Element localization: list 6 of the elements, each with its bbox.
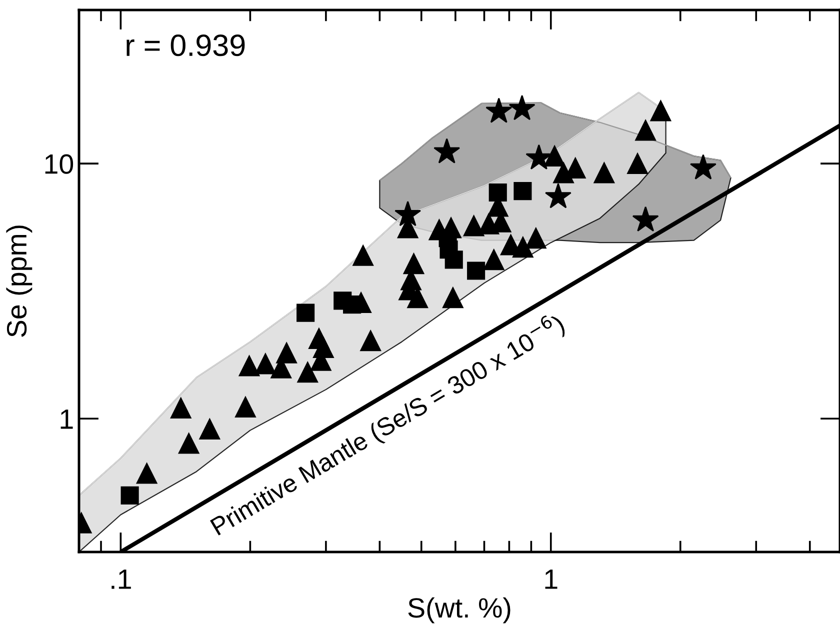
y-tick-label: 10	[45, 154, 74, 174]
x-tick-label: .1	[112, 570, 131, 589]
annotation: Primitive Mantle (Se/S = 300 x 10$^{−6}$)	[207, 310, 568, 540]
annotation: r = 0.939	[126, 34, 245, 56]
x-axis-title: S(wt. %)	[408, 597, 510, 624]
y-axis-title: Se (ppm)	[6, 226, 32, 337]
